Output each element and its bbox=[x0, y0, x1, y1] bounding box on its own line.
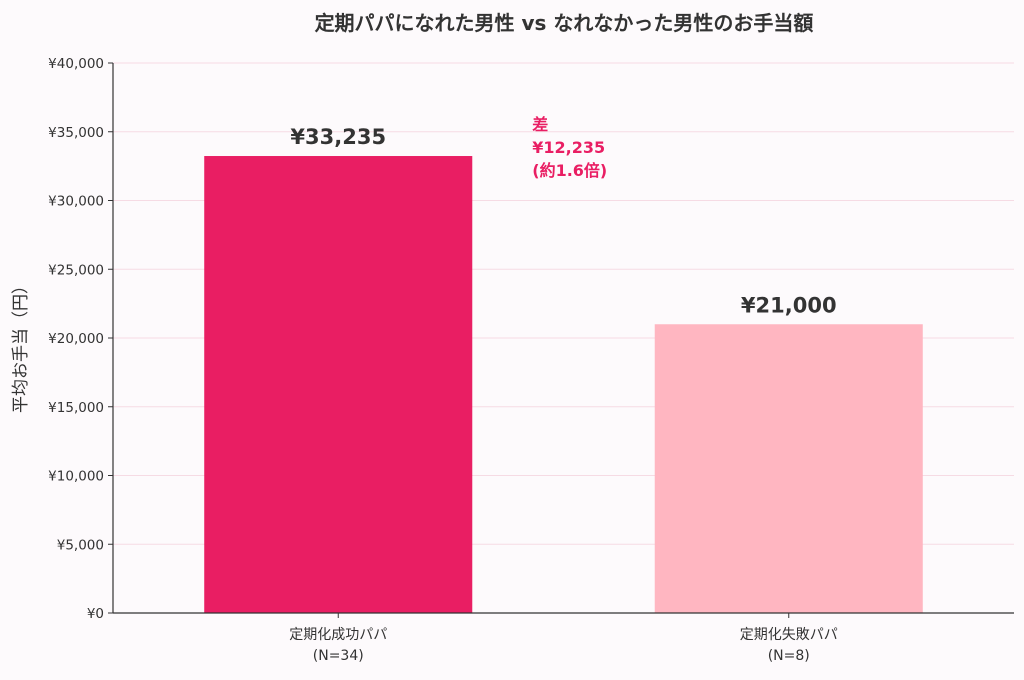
y-tick-label: ¥20,000 bbox=[48, 331, 104, 347]
bar bbox=[654, 324, 923, 613]
chart-title: 定期パパになれた男性 vs なれなかった男性のお手当額 bbox=[315, 11, 814, 35]
x-tick-label: 定期化成功パパ bbox=[289, 627, 387, 643]
y-tick-label: ¥15,000 bbox=[48, 400, 104, 416]
y-tick-label: ¥25,000 bbox=[48, 262, 104, 278]
bar-value-label: ¥21,000 bbox=[741, 293, 837, 317]
x-tick-labels: 定期化成功パパ (N=34) 定期化失敗パパ (N=8) bbox=[289, 613, 838, 664]
value-labels: ¥33,235 ¥21,000 bbox=[290, 125, 836, 317]
y-tick-label: ¥40,000 bbox=[48, 56, 104, 72]
annotation-line: 差 bbox=[532, 115, 548, 134]
y-tick-label: ¥35,000 bbox=[48, 125, 104, 141]
y-tick-label: ¥0 bbox=[87, 606, 104, 622]
annotation-line: ¥12,235 bbox=[532, 138, 605, 157]
y-axis-label: 平均お手当（円） bbox=[11, 277, 31, 413]
y-tick-label: ¥30,000 bbox=[48, 194, 104, 210]
annotation-line: (約1.6倍) bbox=[532, 161, 607, 180]
bar-value-label: ¥33,235 bbox=[290, 125, 386, 149]
y-tick-label: ¥10,000 bbox=[48, 469, 104, 485]
bars bbox=[204, 156, 923, 614]
y-tick-label: ¥5,000 bbox=[57, 537, 104, 553]
x-tick-label: 定期化失敗パパ bbox=[740, 627, 838, 643]
difference-annotation: 差 ¥12,235 (約1.6倍) bbox=[532, 115, 607, 180]
bar bbox=[204, 156, 473, 614]
x-tick-sublabel: (N=34) bbox=[313, 648, 364, 664]
x-tick-sublabel: (N=8) bbox=[768, 648, 810, 664]
y-tick-labels: ¥0 ¥5,000 ¥10,000 ¥15,000 ¥20,000 ¥25,000 ¥30,… bbox=[48, 56, 113, 622]
